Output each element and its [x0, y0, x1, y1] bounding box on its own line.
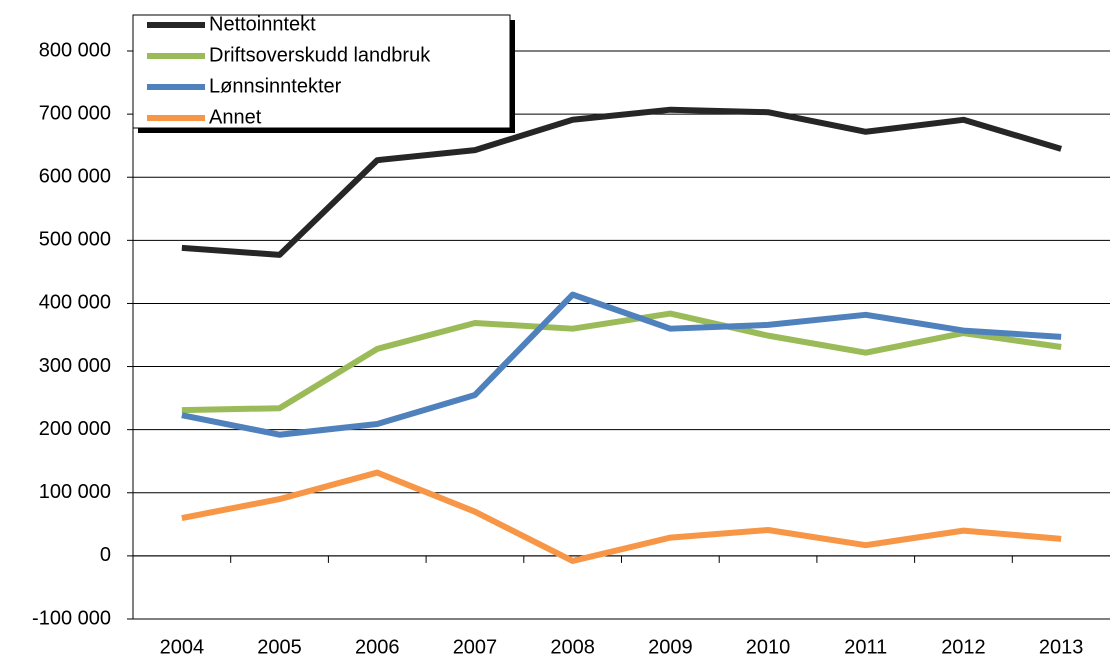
x-tick-label: 2007: [453, 636, 498, 658]
x-tick-label: 2008: [550, 636, 595, 658]
y-tick-label: -100 000: [32, 607, 111, 629]
y-tick-label: 300 000: [39, 355, 111, 377]
y-tick-label: 200 000: [39, 418, 111, 440]
y-tick-label: 700 000: [39, 102, 111, 124]
y-tick-label: 800 000: [39, 39, 111, 61]
y-tick-label: 600 000: [39, 166, 111, 188]
x-tick-label: 2012: [941, 636, 986, 658]
y-tick-label: 400 000: [39, 292, 111, 314]
series-line: [181, 291, 1062, 438]
series-line: [181, 106, 1063, 258]
y-tick-label: 100 000: [39, 481, 111, 503]
series-line: [181, 469, 1062, 564]
series-line: [181, 310, 1062, 414]
x-tick-label: 2005: [257, 636, 302, 658]
x-tick-label: 2006: [355, 636, 400, 658]
x-tick-label: 2009: [648, 636, 693, 658]
legend-label: Driftsoverskudd landbruk: [209, 44, 431, 66]
x-tick-label: 2013: [1039, 636, 1084, 658]
x-tick-label: 2004: [160, 636, 205, 658]
legend-label: Nettoinntekt: [209, 13, 316, 35]
legend-label: Lønnsinntekter: [209, 75, 342, 97]
y-tick-label: 0: [100, 544, 111, 566]
legend-label: Annet: [209, 106, 262, 128]
x-tick-label: 2010: [746, 636, 791, 658]
y-tick-label: 500 000: [39, 229, 111, 251]
x-tick-label: 2011: [844, 636, 887, 658]
legend-box: [132, 14, 511, 129]
